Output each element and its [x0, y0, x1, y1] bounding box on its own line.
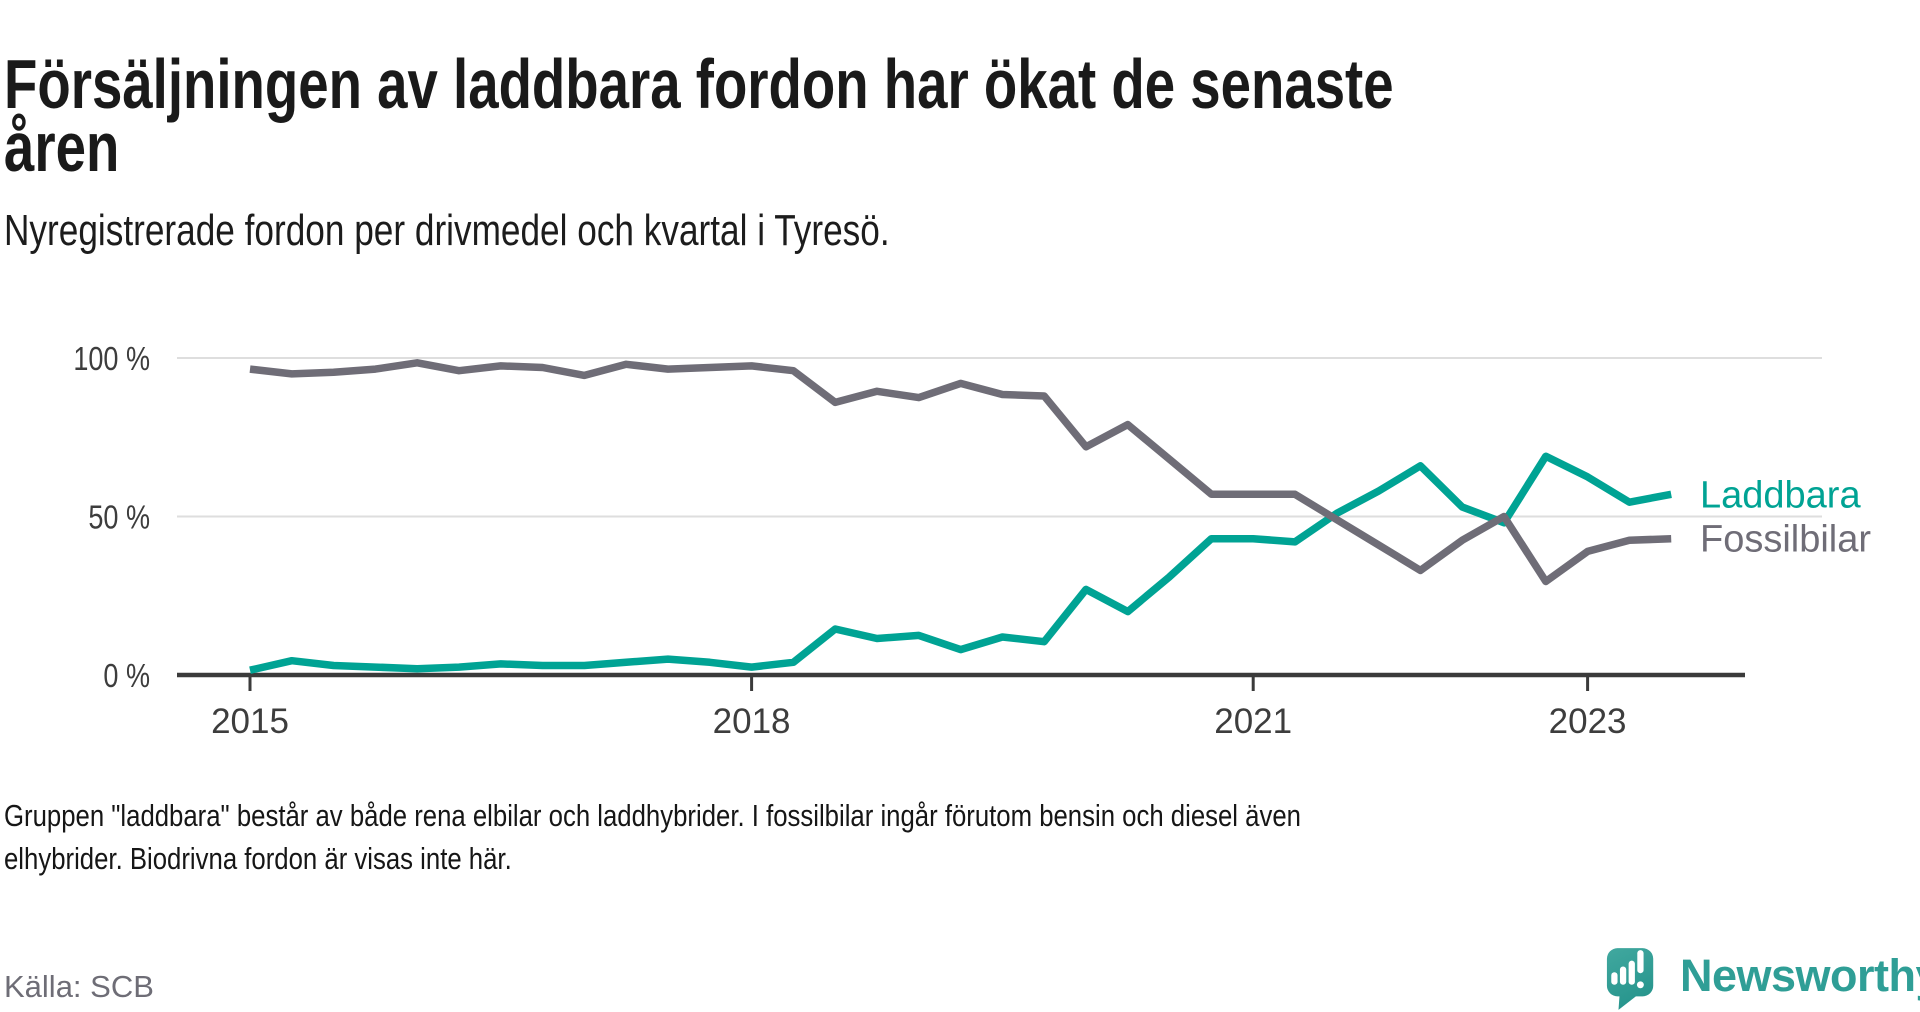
series-line-fossilbilar: [249, 359, 1672, 586]
chart-subtitle: Nyregistrerade fordon per drivmedel och …: [4, 206, 890, 255]
chart-title-line-2: åren: [4, 107, 120, 186]
x-tick-label-2023: 2023: [1549, 702, 1627, 741]
chart-footnote-line-2: elhybrider. Biodrivna fordon är visas in…: [4, 841, 512, 876]
series-line-laddbara: [249, 452, 1672, 674]
logo-bar-1: [1611, 972, 1618, 985]
y-tick-label-50: 50 %: [88, 500, 150, 536]
x-tick-label-2018: 2018: [713, 702, 791, 741]
x-tick-label-2021: 2021: [1214, 702, 1292, 741]
y-tick-label-100: 100 %: [73, 342, 150, 378]
legend-label-laddbara: Laddbara: [1700, 474, 1861, 516]
chart-title: Försäljningen av laddbara fordon har öka…: [4, 44, 1394, 186]
logo-exclamation-bar: [1637, 950, 1644, 974]
chart-footnote-line-1: Gruppen "laddbara" består av både rena e…: [4, 798, 1301, 833]
chart-title-line-1: Försäljningen av laddbara fordon har öka…: [4, 44, 1394, 123]
legend-label-fossilbilar: Fossilbilar: [1700, 519, 1871, 561]
logo-bar-2: [1619, 966, 1627, 985]
x-tick-label-2015: 2015: [211, 702, 289, 741]
newsworthy-logo-icon: [1606, 948, 1654, 1010]
logo-bar-3: [1628, 960, 1635, 985]
source-label: Källa: SCB: [4, 969, 154, 1004]
logo-exclamation-dot: [1636, 981, 1644, 989]
newsworthy-logo-text: Newsworthy: [1680, 950, 1920, 1001]
y-tick-label-0: 0 %: [103, 659, 150, 695]
chart-footnote: Gruppen "laddbara" består av både rena e…: [4, 794, 1301, 880]
